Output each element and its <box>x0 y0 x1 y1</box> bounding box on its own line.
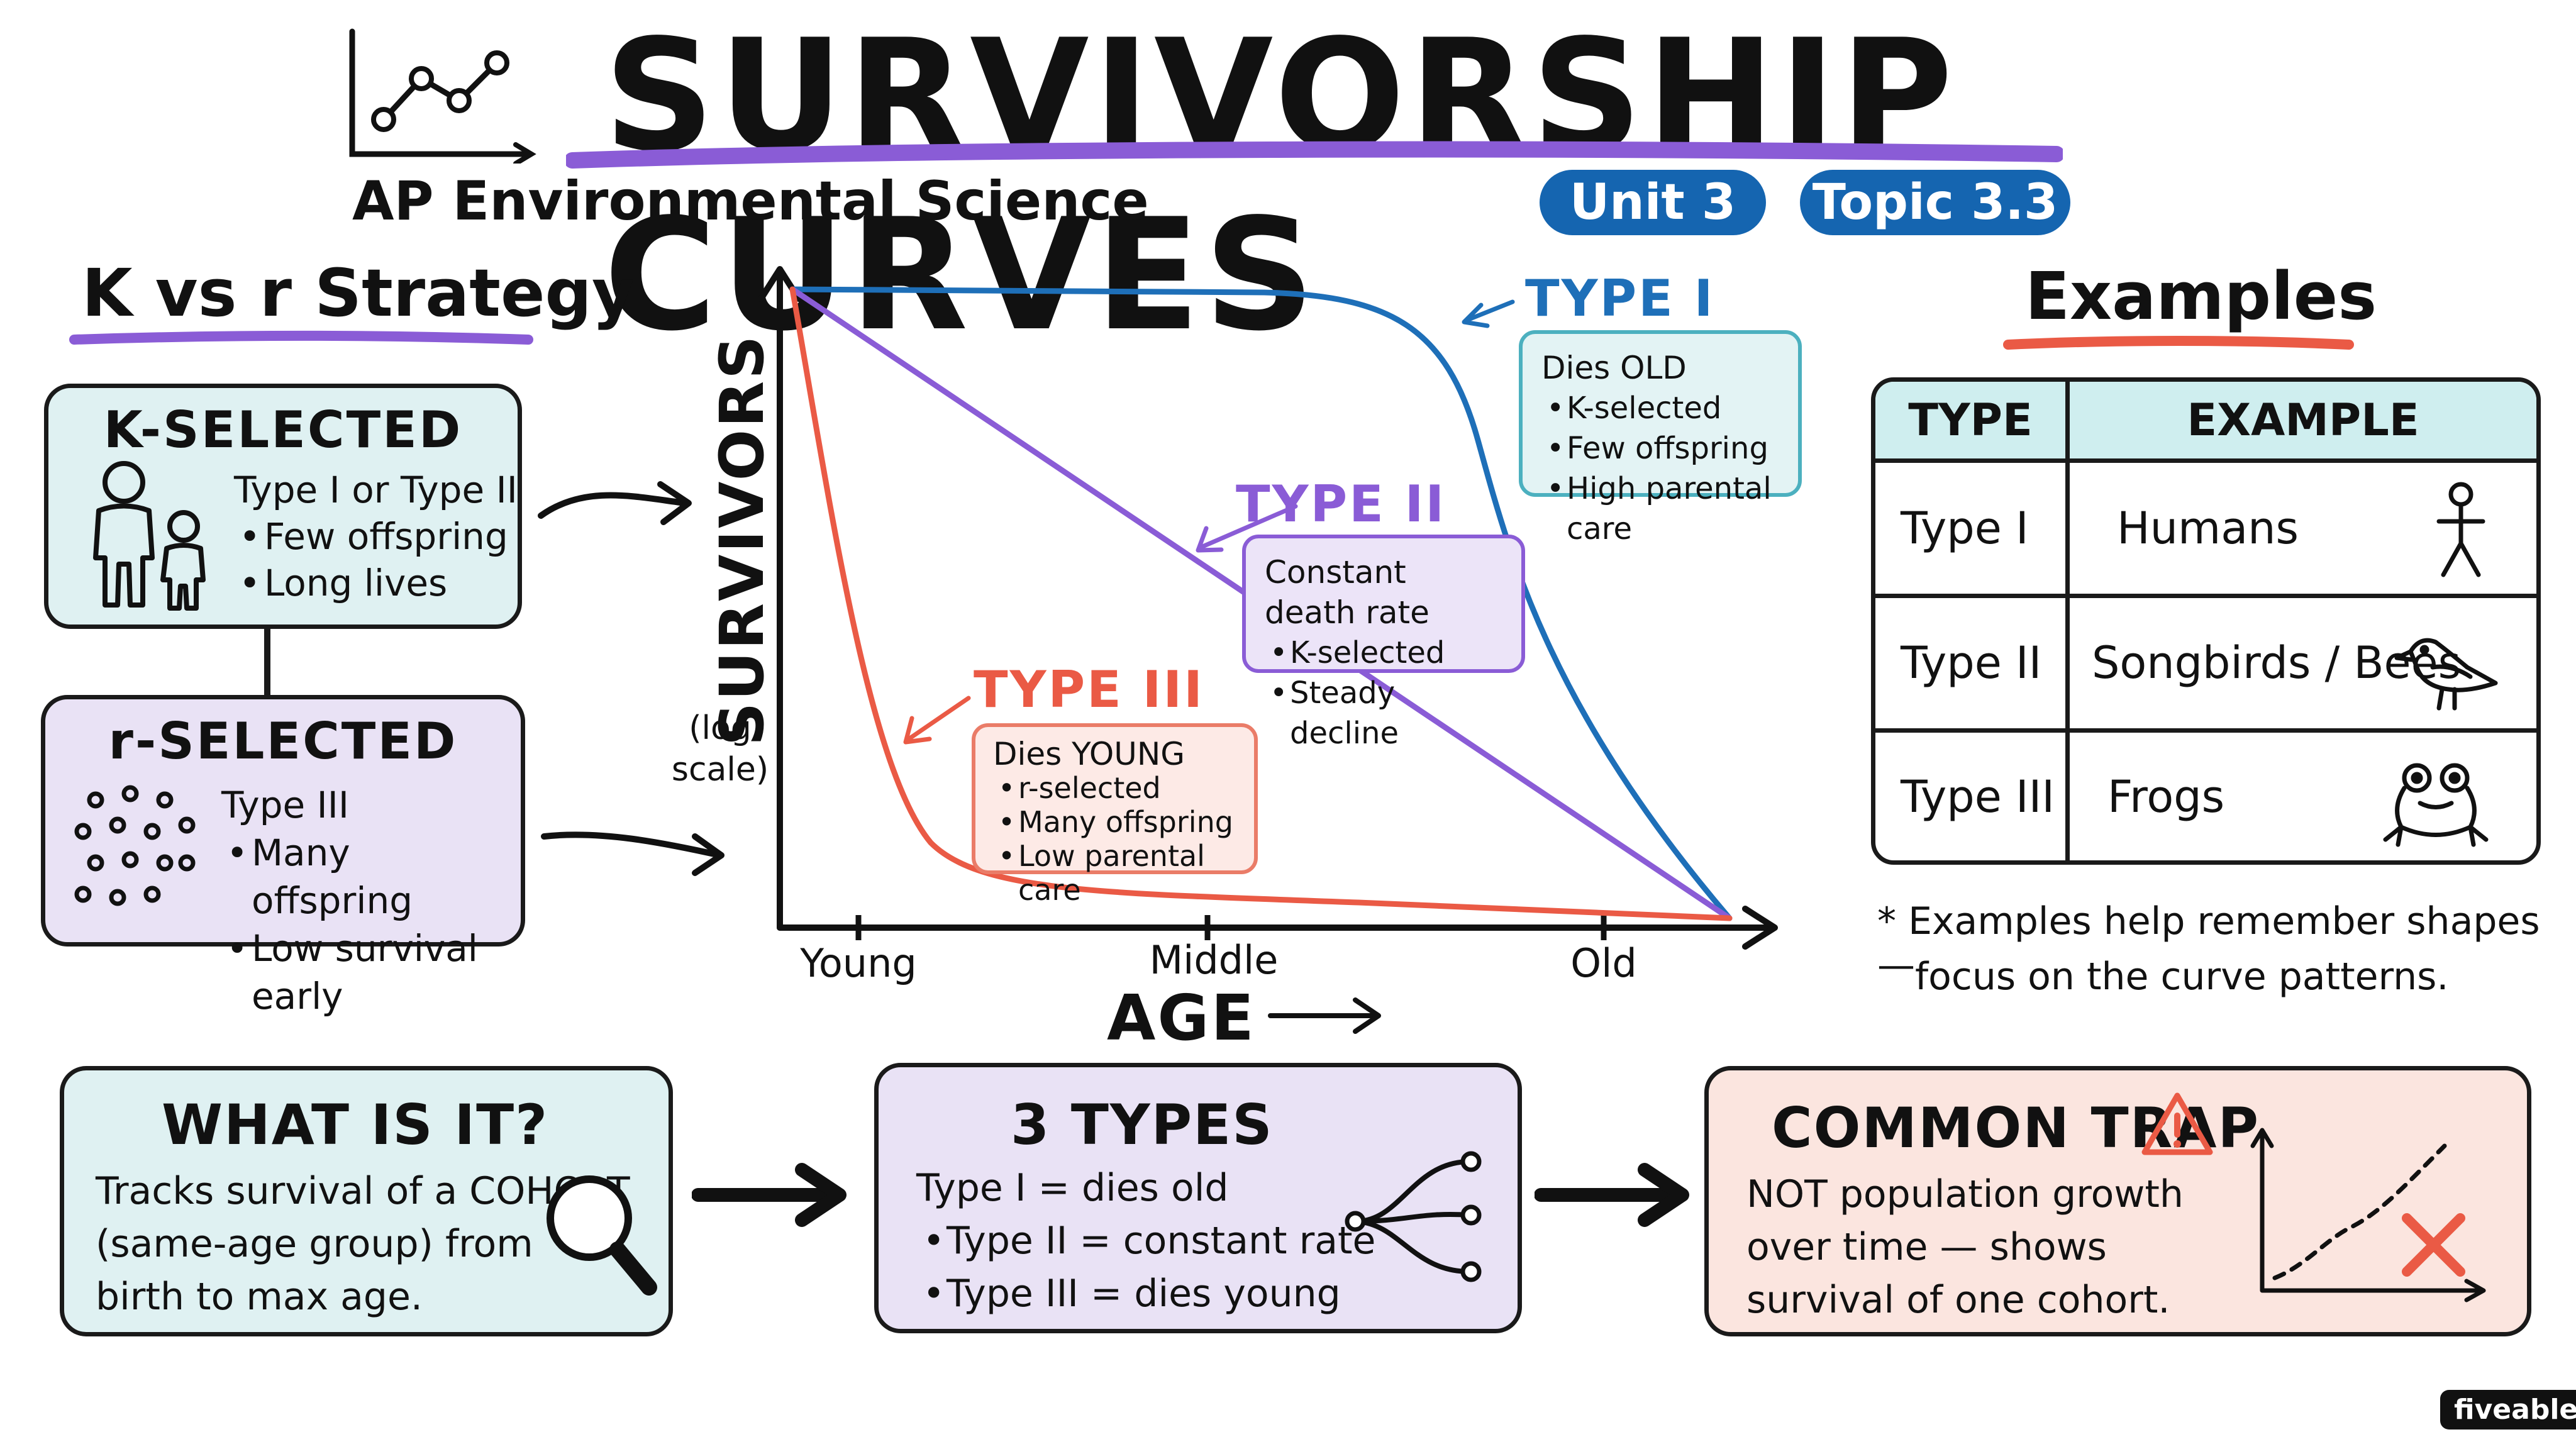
type-3-arrowhead <box>903 716 932 745</box>
type-1-label: TYPE I <box>1525 269 1715 328</box>
flow-arrow-2-icon <box>1535 1163 1689 1227</box>
bird-icon <box>2394 638 2498 711</box>
k-selected-lead: Type I or Type II <box>234 469 518 511</box>
three-types-card: 3 TYPES Type I = dies old • Type II = con… <box>874 1063 1522 1333</box>
type-1-curve <box>789 286 1733 921</box>
frog-icon <box>2383 763 2489 847</box>
type-2-arrow <box>1199 504 1298 550</box>
three-types-title: 3 TYPES <box>1011 1092 1274 1157</box>
what-line: (same-age group) from <box>96 1222 533 1266</box>
type-3-label: TYPE III <box>974 660 1204 719</box>
many-offspring-dots-icon <box>74 785 196 906</box>
magnifying-glass-icon <box>547 1175 657 1296</box>
type-3-callout: Dies YOUNG r-selected Many offspring Low… <box>972 723 1258 907</box>
title-underline <box>566 141 2063 169</box>
type-1-point: Few offspring <box>1541 428 1779 469</box>
x-axis-arrowhead <box>1742 906 1778 950</box>
wrong-growth-graph-icon <box>2250 1128 2486 1302</box>
type-3-lead: Dies YOUNG <box>993 736 1185 772</box>
badge-topic: Topic 3.3 <box>1800 170 2070 235</box>
what-is-it-title: WHAT IS IT? <box>162 1092 549 1157</box>
col-header-example: EXAMPLE <box>2065 382 2536 463</box>
x-axis-label: AGE <box>1107 981 1256 1055</box>
k-selected-card: K-SELECTED Type I or Type II Few offspri… <box>44 384 522 629</box>
examples-underline <box>2003 336 2354 350</box>
x-tick-label: Middle <box>1149 937 1279 983</box>
k-selected-title: K-SELECTED <box>103 401 463 459</box>
badge-unit: Unit 3 <box>1540 170 1766 235</box>
r-point: Many offspring <box>221 829 521 924</box>
page-subtitle: AP Environmental Science <box>352 170 1149 233</box>
y-axis-label: SURVIVORS <box>707 333 777 746</box>
strategy-underline <box>69 331 533 345</box>
stick-figure-icon <box>2436 482 2485 577</box>
type-1-point: High parental care <box>1541 469 1779 549</box>
r-point: Low survival early <box>221 924 521 1020</box>
types-line: • Type III = dies young <box>923 1272 1341 1316</box>
type-2-arrowhead <box>1196 526 1224 553</box>
trap-line: over time — shows <box>1746 1225 2107 1269</box>
type-2-callout: Constant death rate K-selected Steady de… <box>1242 535 1525 751</box>
col-header-type: TYPE <box>1875 382 2070 463</box>
r-arrow-icon <box>541 831 724 876</box>
type-3-arrow <box>906 696 971 741</box>
row-example: Frogs <box>2107 770 2225 823</box>
common-trap-card: COMMON TRAP NOT population growth over t… <box>1704 1066 2531 1336</box>
row-type: Type II <box>1875 593 2070 733</box>
type-2-point: K-selected <box>1265 633 1502 673</box>
survivorship-chart <box>758 266 1778 1034</box>
age-arrowhead <box>1353 997 1381 1034</box>
strategy-heading: K vs r Strategy <box>82 255 635 331</box>
k-point: Few offspring <box>234 513 518 560</box>
types-line: Type I = dies old <box>916 1166 1229 1210</box>
type-2-lead: Constant death rate <box>1265 554 1430 631</box>
type-1-arrow <box>1463 299 1515 323</box>
examples-heading: Examples <box>2025 258 2377 335</box>
k-arrow-icon <box>538 481 692 525</box>
table-row: Type III Frogs <box>1875 728 2536 860</box>
examples-table: TYPE EXAMPLE Type I Humans Type <box>1871 377 2541 865</box>
y-axis-scale-note: (log scale) <box>671 709 769 789</box>
row-example: Songbirds / Bees <box>2092 637 2462 689</box>
what-is-it-card: WHAT IS IT? Tracks survival of a COHORT … <box>60 1066 673 1336</box>
type-2-label: TYPE II <box>1236 475 1446 533</box>
type-1-callout: Dies OLD K-selected Few offspring High p… <box>1519 330 1802 547</box>
type-1-point: K-selected <box>1541 388 1779 428</box>
x-tick-label: Young <box>800 940 917 986</box>
examples-note-line-1: * Examples help remember shapes — <box>1877 899 2540 987</box>
table-row: Type I Humans <box>1875 458 2536 598</box>
r-selected-lead: Type III <box>221 784 349 826</box>
what-line: Tracks survival of a COHORT <box>96 1169 630 1213</box>
row-type: Type I <box>1875 458 2070 598</box>
type-2-point: Steady decline <box>1265 673 1502 753</box>
line-chart-icon <box>349 28 536 164</box>
type-3-point: Low parental care <box>993 839 1236 907</box>
r-selected-card: r-SELECTED Type III Many offspring Low s… <box>41 695 525 1018</box>
k-point: Long lives <box>234 560 518 606</box>
flow-arrow-1-icon <box>692 1163 847 1227</box>
trap-line: survival of one cohort. <box>1746 1278 2170 1322</box>
parent-child-icon <box>93 461 206 611</box>
examples-note-line-2: focus on the curve patterns. <box>1915 955 2449 999</box>
r-selected-title: r-SELECTED <box>108 712 458 770</box>
warning-icon <box>2141 1092 2213 1155</box>
what-line: birth to max age. <box>96 1275 423 1319</box>
table-row: Type II Songbirds / Bees <box>1875 593 2536 733</box>
k-r-connector <box>264 629 270 698</box>
branching-icon <box>1345 1151 1482 1282</box>
row-example: Humans <box>2117 502 2299 554</box>
type-1-lead: Dies OLD <box>1541 350 1687 386</box>
type-3-point: r-selected <box>993 771 1236 805</box>
types-line: • Type II = constant rate <box>923 1219 1376 1263</box>
type-3-point: Many offspring <box>993 805 1236 839</box>
row-type: Type III <box>1875 728 2070 860</box>
brand-logo: fiveable <box>2440 1390 2576 1430</box>
x-tick-label: Old <box>1570 940 1637 986</box>
trap-line: NOT population growth <box>1746 1172 2184 1216</box>
type-1-arrowhead <box>1462 303 1490 328</box>
